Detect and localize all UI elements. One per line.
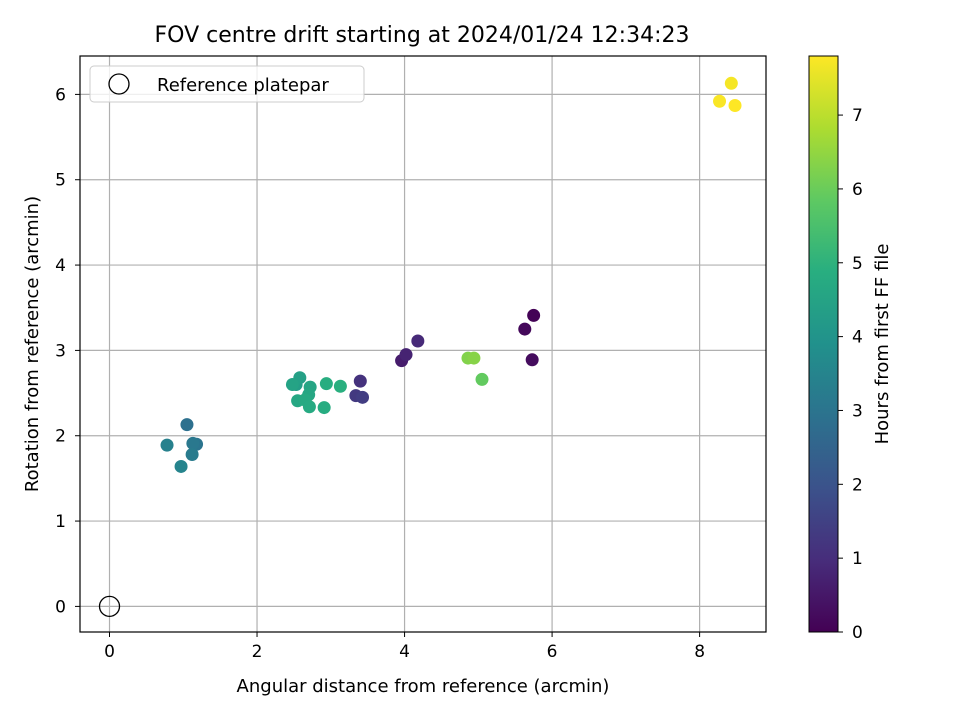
colorbar-tick-label: 0 [852,623,863,643]
x-tick-label: 8 [694,642,705,662]
data-point [333,379,347,393]
colorbar-ticks: 0 1 2 3 4 5 6 7 [838,106,863,643]
data-point [713,94,727,108]
colorbar-label: Hours from first FF file [872,244,893,445]
plot-frame [79,55,767,633]
x-tick-label: 0 [104,642,115,662]
data-point [174,459,188,473]
data-point [185,448,199,462]
x-tick-label: 4 [399,642,410,662]
legend-box [89,65,365,103]
data-point [180,418,194,432]
grid [80,56,766,632]
y-axis-ticks: 0 1 2 3 4 5 6 [55,85,80,617]
data-point [302,400,316,414]
y-tick-label: 6 [55,85,66,105]
colorbar-tick-label: 5 [852,254,863,274]
colorbar: 0 1 2 3 4 5 6 7 Hours from first FF file [808,55,893,643]
chart-title: FOV centre drift starting at 2024/01/24 … [155,23,690,48]
y-tick-label: 2 [55,427,66,447]
scatter-points [98,76,742,618]
data-point [186,436,200,450]
x-axis-label: Angular distance from reference (arcmin) [237,676,610,697]
legend-label: Reference platepar [157,75,329,96]
x-tick-label: 6 [547,642,558,662]
data-point [319,377,333,391]
data-point [285,378,299,392]
data-point [525,353,539,367]
data-point [475,372,489,386]
colorbar-gradient [808,55,839,633]
colorbar-tick-label: 4 [852,328,863,348]
data-point [467,351,481,365]
data-point [518,322,532,336]
y-axis-label: Rotation from reference (arcmin) [22,196,43,492]
data-point [728,98,742,112]
x-axis-ticks: 0 2 4 6 8 [104,632,705,662]
reference-point [98,595,121,618]
data-point [527,308,541,322]
colorbar-tick-label: 7 [852,106,863,126]
data-point [356,390,370,404]
colorbar-tick-label: 1 [852,549,863,569]
colorbar-tick-label: 2 [852,475,863,495]
colorbar-tick-label: 3 [852,401,863,421]
y-tick-label: 0 [55,597,66,617]
y-tick-label: 3 [55,341,66,361]
data-point [160,438,174,452]
data-point [353,374,367,388]
legend: Reference platepar [89,65,365,103]
y-tick-label: 5 [55,171,66,191]
x-tick-label: 2 [252,642,263,662]
y-tick-label: 1 [55,512,66,532]
colorbar-tick-label: 6 [852,180,863,200]
data-point [317,401,331,415]
y-tick-label: 4 [55,256,66,276]
data-point [724,76,738,90]
data-point [411,334,425,348]
data-point [399,348,413,362]
legend-marker-icon [108,73,130,95]
